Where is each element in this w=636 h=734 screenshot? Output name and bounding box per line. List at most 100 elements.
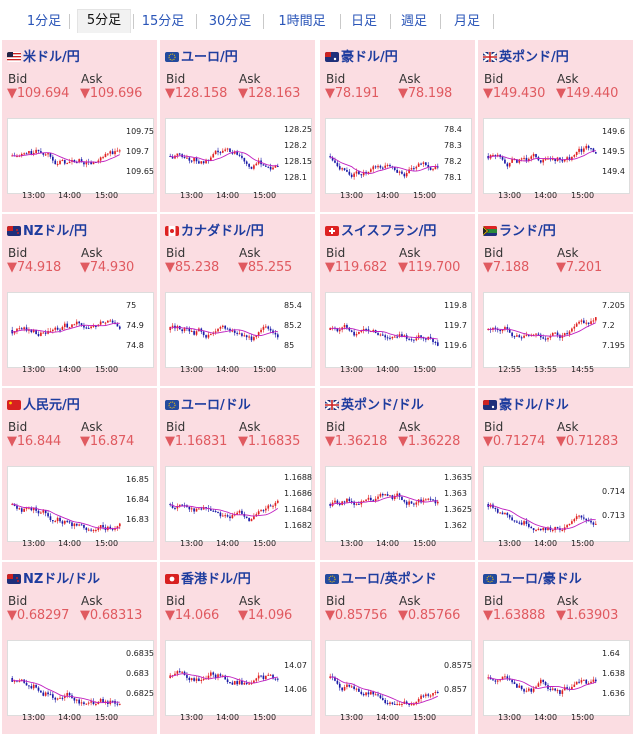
pair-title[interactable]: NZドル/ドル	[7, 568, 101, 587]
candle-body	[410, 339, 413, 341]
pair-name[interactable]: 英ポンド/円	[499, 50, 569, 65]
mini-chart[interactable]: 16.85 16.84 16.83	[7, 466, 154, 542]
rate-card[interactable]: 米ドル/円 Bid Ask ▼109.694 ▼109.696 109.75 109.7 10…	[2, 40, 157, 212]
candle-body	[257, 675, 260, 679]
rate-card[interactable]: 英ポンド/円 Bid Ask ▼149.430 ▼149.440 149.6 149.5 14…	[478, 40, 633, 212]
candle-body	[265, 508, 267, 511]
mini-chart[interactable]: 1.64 1.638 1.636	[483, 640, 630, 716]
candle-body	[109, 320, 112, 322]
pair-name[interactable]: ランド/円	[499, 224, 556, 239]
candle-body	[410, 168, 413, 170]
mini-chart[interactable]: 0.8575 0.857	[325, 640, 472, 716]
tab-1[interactable]: 1分足	[26, 14, 62, 29]
pair-name[interactable]: 豪ドル/円	[341, 50, 398, 65]
tab-5[interactable]: 1時間足	[278, 14, 326, 29]
pair-title[interactable]: 米ドル/円	[7, 46, 80, 65]
pair-title[interactable]: 豪ドル/ドル	[483, 394, 569, 413]
pair-title[interactable]: ユーロ/豪ドル	[483, 568, 582, 587]
candle-body	[379, 695, 382, 699]
pair-title[interactable]: 英ポンド/ドル	[324, 394, 424, 413]
y-tick-label: 1.363	[444, 489, 467, 498]
mini-chart[interactable]: 78.4 78.3 78.2 78.1	[325, 118, 472, 194]
candle-body	[513, 336, 516, 338]
mini-chart[interactable]: 119.8 119.7 119.6	[325, 292, 472, 368]
mini-chart[interactable]: 0.714 0.713	[483, 466, 630, 542]
pair-name[interactable]: ユーロ/円	[181, 50, 238, 65]
pair-title[interactable]: ユーロ/ドル	[165, 394, 251, 413]
rate-card[interactable]: 香港ドル/円 Bid Ask ▼14.066 ▼14.096 14.07 14.06 13:0…	[160, 562, 315, 734]
tab-3[interactable]: 15分足	[141, 14, 185, 29]
rate-card[interactable]: スイスフラン/円 Bid Ask ▼119.682 ▼119.700 119.8 119.7…	[320, 214, 475, 386]
pair-title[interactable]: ランド/円	[482, 220, 556, 240]
mini-chart[interactable]: 7.205 7.2 7.195	[483, 292, 630, 368]
rate-card[interactable]: ユーロ/英ポンド Bid Ask ▼0.85756 ▼0.85766 0.8575 0.85…	[320, 562, 475, 734]
pair-name[interactable]: 香港ドル/円	[181, 572, 251, 587]
tab-6[interactable]: 日足	[350, 14, 377, 29]
rate-card[interactable]: ユーロ/豪ドル Bid Ask ▼1.63888 ▼1.63903 1.64 1.638 1.…	[478, 562, 633, 734]
tab-2[interactable]: 5分足	[77, 9, 131, 33]
pair-name[interactable]: ユーロ/英ポンド	[341, 572, 437, 587]
candle-body	[255, 678, 258, 681]
mini-chart[interactable]: 75 74.9 74.8	[7, 292, 154, 368]
y-tick-label: 0.857	[444, 685, 467, 694]
candle-body	[429, 695, 432, 697]
candle-body	[23, 327, 25, 330]
za-flag-icon	[482, 225, 497, 240]
bid-value: ▼7.188	[483, 260, 529, 275]
pair-name[interactable]: 英ポンド/ドル	[341, 398, 424, 413]
pair-name[interactable]: 人民元/円	[23, 398, 80, 413]
pair-name[interactable]: NZドル/ドル	[23, 572, 101, 587]
mini-chart[interactable]: 1.1688 1.1686 1.1684 1.1682	[165, 466, 312, 542]
candle-body	[243, 157, 246, 162]
tab-8[interactable]: 月足	[453, 14, 480, 29]
rate-card[interactable]: 豪ドル/円 Bid Ask ▼78.191 ▼78.198 78.4 78.3 78.2 78.…	[320, 40, 475, 212]
candle-body	[410, 501, 413, 504]
mini-chart[interactable]: 149.6 149.5 149.4	[483, 118, 630, 194]
candle-body	[214, 331, 217, 333]
rate-card[interactable]: NZドル/ドル Bid Ask ▼0.68297 ▼0.68313 0.6835 0.683…	[2, 562, 157, 734]
mini-chart[interactable]: 14.07 14.06	[165, 640, 312, 716]
pair-title[interactable]: 人民元/円	[7, 394, 80, 413]
rate-card[interactable]: カナダドル/円 Bid Ask ▼85.238 ▼85.255 85.4 85.2 85 13:…	[160, 214, 315, 386]
pair-title[interactable]: 香港ドル/円	[165, 568, 251, 587]
pair-title[interactable]: ユーロ/英ポンド	[325, 568, 437, 587]
pair-title[interactable]: 英ポンド/円	[482, 46, 569, 66]
mini-chart[interactable]: 0.6835 0.683 0.6825	[7, 640, 154, 716]
pair-name[interactable]: NZドル/円	[23, 224, 88, 239]
mini-chart[interactable]: 109.75 109.7 109.65	[7, 118, 154, 194]
rate-card[interactable]: NZドル/円 Bid Ask ▼74.918 ▼74.930 75 74.9 74.8 13:0…	[2, 214, 157, 386]
candle-body	[195, 157, 198, 162]
pair-title[interactable]: スイスフラン/円	[325, 220, 437, 239]
rate-card[interactable]: ランド/円 Bid Ask ▼7.188 ▼7.201 7.205 7.2 7.195 12:5…	[478, 214, 633, 386]
bid-label: Bid	[8, 420, 28, 434]
pair-name[interactable]: 豪ドル/ドル	[499, 398, 569, 413]
pair-name[interactable]: ユーロ/豪ドル	[499, 572, 582, 587]
candle-body	[568, 157, 571, 161]
candle-body	[40, 332, 42, 336]
pair-title[interactable]: カナダドル/円	[165, 220, 264, 239]
pair-name[interactable]: スイスフラン/円	[341, 224, 437, 239]
tab-divider	[390, 14, 391, 29]
rate-card[interactable]: 豪ドル/ドル Bid Ask ▼0.71274 ▼0.71283 0.714 0.713 13…	[478, 388, 633, 560]
candle-body	[85, 161, 88, 165]
down-arrow-icon: ▼	[80, 608, 90, 623]
gb-flag-icon	[482, 51, 498, 66]
tab-4[interactable]: 30分足	[208, 14, 252, 29]
pair-title[interactable]: 豪ドル/円	[325, 46, 398, 65]
pair-name[interactable]: カナダドル/円	[181, 224, 264, 239]
rate-card[interactable]: 人民元/円 Bid Ask ▼16.844 ▼16.874 16.85 16.84 16.83…	[2, 388, 157, 560]
rate-card[interactable]: 英ポンド/ドル Bid Ask ▼1.36218 ▼1.36228 1.3635 1.363…	[320, 388, 475, 560]
candle-body	[408, 338, 410, 340]
pair-name[interactable]: ユーロ/ドル	[181, 398, 251, 413]
mini-chart[interactable]: 1.3635 1.363 1.3625 1.362	[325, 466, 472, 542]
pair-title[interactable]: ユーロ/円	[165, 46, 238, 65]
candle-body	[334, 160, 336, 163]
pair-title[interactable]: NZドル/円	[7, 220, 88, 239]
rate-card[interactable]: ユーロ/ドル Bid Ask ▼1.16831 ▼1.16835 1.1688 1.1686…	[160, 388, 315, 560]
tab-7[interactable]: 週足	[400, 14, 427, 29]
rate-card[interactable]: ユーロ/円 Bid Ask ▼128.158 ▼128.163 128.25 128.2 12…	[160, 40, 315, 212]
pair-name[interactable]: 米ドル/円	[23, 50, 80, 65]
mini-chart[interactable]: 85.4 85.2 85	[165, 292, 312, 368]
mini-chart[interactable]: 128.25 128.2 128.15 128.1	[165, 118, 312, 194]
candle-body	[343, 168, 346, 171]
